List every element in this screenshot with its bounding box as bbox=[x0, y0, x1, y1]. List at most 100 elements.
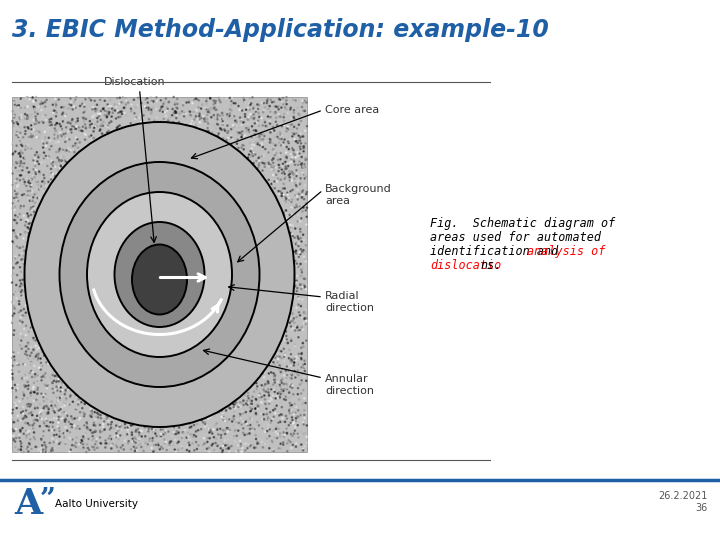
Point bbox=[153, 278, 164, 286]
Point bbox=[123, 122, 135, 131]
Point bbox=[58, 125, 70, 134]
Point bbox=[282, 137, 294, 146]
Point bbox=[299, 367, 310, 375]
Point bbox=[91, 201, 103, 210]
Point bbox=[144, 143, 156, 152]
Point bbox=[96, 190, 108, 199]
Point bbox=[142, 423, 153, 431]
Point bbox=[217, 429, 229, 438]
Point bbox=[24, 197, 36, 205]
Point bbox=[173, 220, 184, 229]
Point bbox=[147, 356, 158, 364]
Point bbox=[249, 434, 261, 443]
Point bbox=[65, 94, 76, 103]
Point bbox=[7, 447, 19, 455]
Point bbox=[103, 399, 114, 407]
Point bbox=[133, 396, 145, 405]
Point bbox=[216, 109, 228, 118]
Point bbox=[260, 407, 271, 415]
Point bbox=[260, 269, 271, 278]
Point bbox=[87, 428, 99, 437]
Point bbox=[111, 376, 122, 385]
Point bbox=[204, 403, 215, 411]
Ellipse shape bbox=[132, 245, 187, 314]
Point bbox=[79, 120, 91, 129]
Point bbox=[105, 423, 117, 432]
Point bbox=[93, 395, 104, 403]
Point bbox=[14, 162, 26, 171]
Point bbox=[36, 309, 48, 318]
Point bbox=[231, 390, 243, 399]
Point bbox=[138, 287, 149, 295]
Point bbox=[295, 280, 307, 288]
Point bbox=[157, 396, 168, 404]
Point bbox=[91, 116, 103, 124]
Point bbox=[109, 261, 120, 270]
Point bbox=[51, 361, 63, 369]
Point bbox=[246, 151, 258, 159]
Point bbox=[64, 362, 76, 371]
Point bbox=[144, 346, 156, 354]
Point bbox=[71, 228, 83, 237]
Point bbox=[114, 238, 125, 246]
Point bbox=[94, 265, 105, 273]
Point bbox=[70, 389, 81, 397]
Point bbox=[248, 266, 260, 275]
Point bbox=[289, 367, 300, 375]
Point bbox=[214, 96, 225, 105]
Point bbox=[131, 335, 143, 343]
Point bbox=[215, 261, 226, 269]
Point bbox=[220, 255, 232, 264]
Point bbox=[163, 234, 174, 243]
Point bbox=[126, 224, 138, 232]
Point bbox=[206, 177, 217, 185]
Point bbox=[176, 192, 188, 200]
Point bbox=[197, 164, 209, 172]
Point bbox=[292, 288, 303, 296]
Point bbox=[99, 355, 110, 364]
Point bbox=[146, 144, 158, 152]
Point bbox=[230, 116, 241, 125]
Point bbox=[153, 280, 164, 289]
Point bbox=[256, 398, 267, 407]
Point bbox=[22, 140, 34, 149]
Point bbox=[29, 253, 40, 262]
Point bbox=[131, 184, 143, 192]
Point bbox=[158, 158, 170, 167]
Point bbox=[101, 203, 112, 212]
Point bbox=[96, 389, 107, 397]
Point bbox=[276, 255, 287, 264]
Point bbox=[238, 118, 249, 127]
Point bbox=[205, 226, 217, 235]
Point bbox=[207, 98, 219, 106]
Point bbox=[11, 281, 22, 289]
Point bbox=[110, 103, 122, 111]
Point bbox=[175, 122, 186, 131]
Point bbox=[75, 367, 86, 376]
Point bbox=[261, 205, 272, 214]
Point bbox=[210, 314, 222, 323]
Point bbox=[29, 272, 40, 281]
Point bbox=[230, 118, 242, 126]
Point bbox=[230, 315, 241, 324]
Point bbox=[19, 342, 30, 351]
Point bbox=[260, 319, 271, 327]
Point bbox=[156, 377, 167, 386]
Point bbox=[96, 306, 108, 315]
Point bbox=[23, 190, 35, 198]
Point bbox=[23, 294, 35, 302]
Point bbox=[192, 330, 203, 339]
Point bbox=[276, 365, 288, 374]
Point bbox=[194, 111, 206, 120]
Point bbox=[200, 131, 212, 140]
Point bbox=[103, 434, 114, 443]
Point bbox=[245, 407, 256, 416]
Point bbox=[276, 315, 288, 324]
Point bbox=[253, 122, 265, 130]
Point bbox=[222, 294, 234, 302]
Point bbox=[27, 154, 38, 163]
Point bbox=[243, 362, 254, 370]
Point bbox=[159, 133, 171, 141]
Point bbox=[25, 145, 37, 153]
Point bbox=[198, 414, 210, 423]
